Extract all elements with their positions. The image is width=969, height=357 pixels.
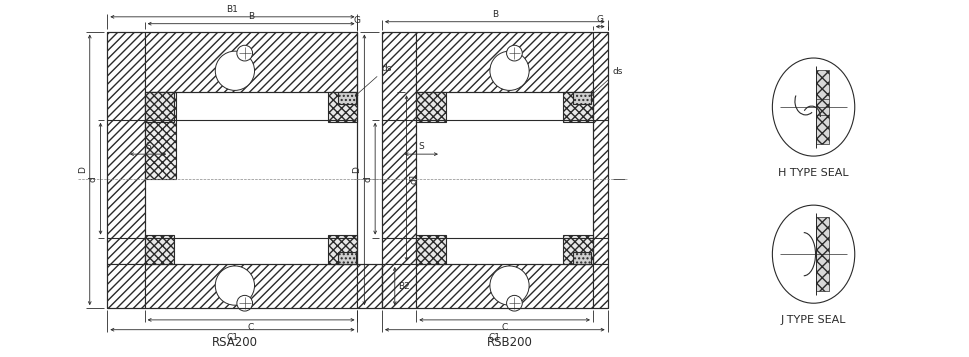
Bar — [416, 235, 446, 264]
Text: S: S — [418, 142, 423, 151]
Bar — [592, 264, 607, 308]
Bar — [144, 235, 173, 264]
Text: D: D — [352, 166, 361, 173]
Bar — [108, 31, 144, 264]
Text: G: G — [354, 16, 360, 25]
Bar — [592, 31, 607, 264]
Text: C1: C1 — [226, 333, 238, 342]
Text: J TYPE SEAL: J TYPE SEAL — [780, 315, 845, 325]
Text: RSA200: RSA200 — [211, 336, 258, 349]
Circle shape — [215, 266, 254, 305]
Circle shape — [506, 295, 521, 311]
Bar — [328, 92, 358, 122]
Text: B: B — [491, 10, 497, 19]
Bar — [563, 235, 592, 264]
Text: C: C — [501, 323, 507, 332]
Ellipse shape — [771, 205, 854, 303]
Bar — [337, 252, 356, 264]
Circle shape — [506, 45, 521, 61]
Bar — [144, 92, 173, 122]
Text: ds: ds — [381, 64, 391, 73]
Text: d: d — [362, 176, 372, 182]
Bar — [416, 264, 592, 308]
Text: B1: B1 — [227, 5, 238, 14]
Text: d: d — [88, 176, 98, 182]
Bar — [815, 217, 828, 291]
Text: RSB200: RSB200 — [486, 336, 532, 349]
Text: B: B — [248, 12, 254, 21]
Text: C: C — [248, 323, 254, 332]
Bar — [358, 264, 382, 308]
Text: D: D — [78, 166, 86, 173]
Bar — [328, 235, 358, 264]
Text: G: G — [596, 15, 603, 24]
Text: d1: d1 — [409, 172, 418, 184]
Bar — [815, 70, 828, 144]
Circle shape — [215, 51, 254, 90]
Bar — [416, 92, 446, 122]
Text: S: S — [145, 142, 151, 151]
Text: B2: B2 — [397, 282, 409, 291]
Bar — [144, 31, 358, 92]
Circle shape — [489, 51, 529, 90]
Bar — [337, 92, 356, 104]
Bar — [108, 264, 144, 308]
Circle shape — [489, 266, 529, 305]
Text: C1: C1 — [488, 333, 500, 342]
Bar — [573, 92, 590, 104]
Bar — [382, 264, 416, 308]
Bar — [573, 252, 590, 264]
Bar — [144, 92, 175, 178]
Bar — [563, 92, 592, 122]
Bar — [416, 31, 592, 92]
Bar — [382, 31, 416, 264]
Ellipse shape — [771, 58, 854, 156]
Bar — [144, 264, 358, 308]
Text: H TYPE SEAL: H TYPE SEAL — [777, 168, 848, 178]
Text: ds: ds — [611, 67, 622, 76]
Circle shape — [236, 45, 252, 61]
Circle shape — [236, 295, 252, 311]
